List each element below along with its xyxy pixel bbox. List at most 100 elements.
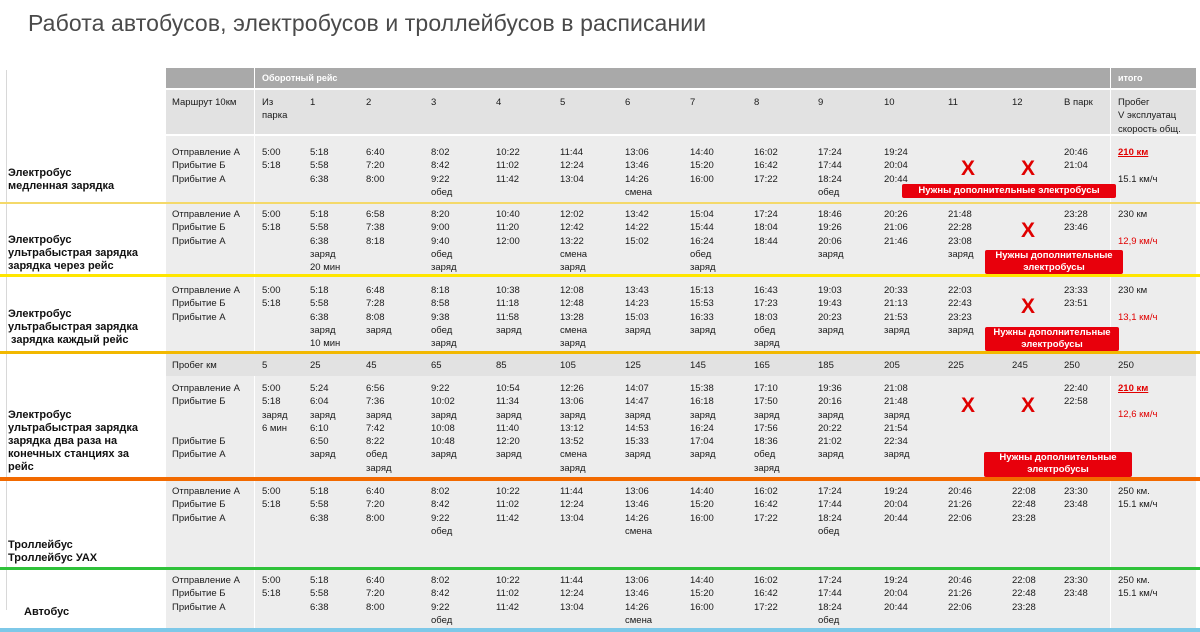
header-trip-1: 1 xyxy=(310,97,316,108)
section-5-trip-11: 20:46 21:26 22:06 xyxy=(948,486,972,524)
section-5-trip-3: 8:02 8:42 9:22 обед xyxy=(431,486,453,537)
section-5-trip-6: 13:06 13:46 14:26 смена xyxy=(625,486,653,537)
section-3-trip-10: 20:33 21:13 21:53 заряд xyxy=(884,285,910,336)
separator-4 xyxy=(0,477,1200,481)
section-1-trip-2: 6:40 7:20 8:00 xyxy=(366,147,385,185)
mileage-total: 250 xyxy=(1118,360,1134,371)
mileage-7: 145 xyxy=(690,360,706,371)
header-group-label: Оборотный рейс xyxy=(262,73,338,83)
section-4-trip-3: 9:22 10:02 заряд 10:08 10:48 заряд xyxy=(431,383,457,461)
section-6-trip-3: 8:02 8:42 9:22 обед xyxy=(431,575,453,626)
section-2-trip-5: 12:02 12:42 13:22 смена заряд xyxy=(560,209,588,274)
need-more-banner: Нужны дополнительные электробусы xyxy=(985,327,1119,351)
section-1-trip-10: 19:24 20:04 20:44 xyxy=(884,147,908,185)
section-3-trip-7: 15:13 15:53 16:33 заряд xyxy=(690,285,716,336)
section-6-label: Автобус xyxy=(24,606,70,618)
section-5-trip-2: 6:40 7:20 8:00 xyxy=(366,486,385,524)
section-1-rowlabels: Отправление А Прибытие Б Прибытие А xyxy=(172,147,240,185)
section-6-trip-7: 14:40 15:20 16:00 xyxy=(690,575,714,613)
section-4-trip-1: 5:24 6:04 заряд 6:10 6:50 заряд xyxy=(310,383,336,461)
section-1-trip-4: 10:22 11:02 11:42 xyxy=(496,147,520,185)
section-2-rowlabels: Отправление А Прибытие Б Прибытие А xyxy=(172,209,240,247)
header-trip-10: 10 xyxy=(884,97,895,108)
header-to-park: В парк xyxy=(1064,97,1093,108)
header-from-park: Из парка xyxy=(262,97,288,122)
separator-1 xyxy=(0,202,1200,204)
section-2-trip-2: 6:58 7:38 8:18 xyxy=(366,209,385,247)
section-3-trip-11: 22:03 22:43 23:23 заряд xyxy=(948,285,974,336)
section-4-trip-9: 19:36 20:16 заряд 20:22 21:02 заряд xyxy=(818,383,844,461)
x-mark: X xyxy=(1021,295,1036,318)
section-5-trip-12: 22:08 22:48 23:28 xyxy=(1012,486,1036,524)
section-5-park: 5:00 5:18 xyxy=(262,486,281,511)
page-title: Работа автобусов, электробусов и троллей… xyxy=(28,10,707,36)
section-1-trip-8: 16:02 16:42 17:22 xyxy=(754,147,778,185)
section-6-to-park: 23:30 23:48 xyxy=(1064,575,1088,600)
section-6-trip-10: 19:24 20:04 20:44 xyxy=(884,575,908,613)
section-3-trip-4: 10:38 11:18 11:58 заряд xyxy=(496,285,522,336)
section-4-park: 5:00 5:18 заряд 6 мин xyxy=(262,383,288,434)
section-4-trip-10: 21:08 21:48 заряд 21:54 22:34 заряд xyxy=(884,383,910,461)
section-5-total-speed: 15.1 км/ч xyxy=(1118,499,1158,510)
section-6-total-speed: 15.1 км/ч xyxy=(1118,588,1158,599)
section-2-trip-9: 18:46 19:26 20:06 заряд xyxy=(818,209,844,260)
section-4-label: Электробус ультрабыстрая зарядка зарядка… xyxy=(8,409,139,473)
mileage-6: 125 xyxy=(625,360,641,371)
header-trip-9: 9 xyxy=(818,97,824,108)
header-trip-7: 7 xyxy=(690,97,696,108)
section-5-trip-7: 14:40 15:20 16:00 xyxy=(690,486,714,524)
section-6-trip-5: 11:44 12:24 13:04 xyxy=(560,575,584,613)
mileage-11: 225 xyxy=(948,360,964,371)
x-mark: X xyxy=(961,394,976,417)
section-3-trip-1: 5:18 5:58 6:38 заряд 10 мин xyxy=(310,285,341,350)
need-more-banner: Нужны дополнительные электробусы xyxy=(984,452,1132,477)
section-1-total-speed: 15.1 км/ч xyxy=(1118,174,1158,185)
section-bg-6 xyxy=(166,570,1196,628)
x-mark: X xyxy=(961,157,976,180)
x-mark: X xyxy=(1021,219,1036,242)
section-6-trip-2: 6:40 7:20 8:00 xyxy=(366,575,385,613)
mileage-label: Пробег км xyxy=(172,360,217,371)
section-6-trip-4: 10:22 11:02 11:42 xyxy=(496,575,520,613)
left-rule xyxy=(6,70,7,610)
section-6-trip-12: 22:08 22:48 23:28 xyxy=(1012,575,1036,613)
section-3-park: 5:00 5:18 xyxy=(262,285,281,310)
section-2-trip-8: 17:24 18:04 18:44 xyxy=(754,209,778,247)
header-route: Маршрут 10км xyxy=(172,97,237,108)
mileage-4: 85 xyxy=(496,360,507,371)
section-5-to-park: 23:30 23:48 xyxy=(1064,486,1088,511)
section-3-trip-5: 12:08 12:48 13:28 смена заряд xyxy=(560,285,588,350)
header-group-row: Оборотный рейс итого xyxy=(166,68,1196,88)
section-4-total-speed: 12,6 км/ч xyxy=(1118,409,1158,420)
header-trip-11: 11 xyxy=(948,97,958,108)
section-1-trip-7: 14:40 15:20 16:00 xyxy=(690,147,714,185)
x-mark: X xyxy=(1021,157,1036,180)
header-trip-2: 2 xyxy=(366,97,372,108)
section-5-total-km: 250 км. xyxy=(1118,486,1150,497)
header-trip-12: 12 xyxy=(1012,97,1023,108)
section-5-trip-8: 16:02 16:42 17:22 xyxy=(754,486,778,524)
mileage-9: 185 xyxy=(818,360,834,371)
header-trip-3: 3 xyxy=(431,97,437,108)
section-1-total-km: 210 км xyxy=(1118,147,1149,158)
section-1-trip-5: 11:44 12:24 13:04 xyxy=(560,147,584,185)
section-4-trip-4: 10:54 11:34 заряд 11:40 12:20 заряд xyxy=(496,383,522,461)
mileage-3: 65 xyxy=(431,360,442,371)
section-3-to-park: 23:33 23:51 xyxy=(1064,285,1088,310)
section-3-total-km: 230 км xyxy=(1118,285,1148,296)
mileage-row-bg xyxy=(166,354,1196,376)
section-3-trip-6: 13:43 14:23 15:03 заряд xyxy=(625,285,651,336)
bottom-strip xyxy=(0,628,1200,632)
section-4-total-km: 210 км xyxy=(1118,383,1149,394)
section-4-rowlabels: Отправление А Прибытие Б Прибытие Б Приб… xyxy=(172,383,240,461)
section-5-trip-5: 11:44 12:24 13:04 xyxy=(560,486,584,524)
header-trip-5: 5 xyxy=(560,97,566,108)
separator-3 xyxy=(0,351,1200,354)
need-more-banner: Нужны дополнительные электробусы xyxy=(985,250,1123,274)
mileage-5: 105 xyxy=(560,360,576,371)
section-5-trip-1: 5:18 5:58 6:38 xyxy=(310,486,329,524)
section-6-trip-9: 17:24 17:44 18:24 обед xyxy=(818,575,842,626)
section-6-trip-11: 20:46 21:26 22:06 xyxy=(948,575,972,613)
header-trip-8: 8 xyxy=(754,97,760,108)
section-4-trip-5: 12:26 13:06 заряд 13:12 13:52 смена заря… xyxy=(560,383,588,474)
